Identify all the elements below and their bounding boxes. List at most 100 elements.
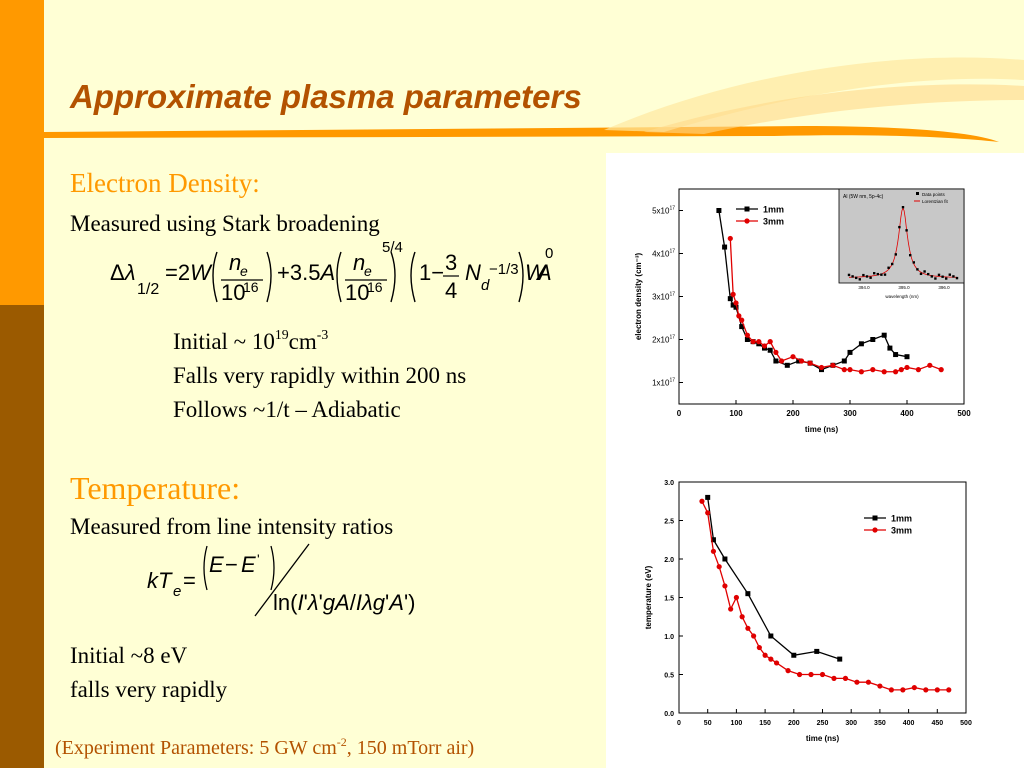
inset-data-point xyxy=(941,275,944,278)
inset-data-point xyxy=(869,276,872,279)
series-line-1mm xyxy=(707,497,840,660)
inset-frame xyxy=(838,188,965,284)
inset-data-point xyxy=(855,276,858,280)
svg-text:E: E xyxy=(209,552,224,577)
data-point-1mm xyxy=(744,337,750,342)
x-tick-label: 400 xyxy=(900,409,914,418)
x-tick-label: 200 xyxy=(786,409,800,418)
data-point-3mm xyxy=(808,671,814,678)
inset-legend-marker xyxy=(916,192,919,195)
svg-text:4: 4 xyxy=(445,278,457,303)
legend-marker-1mm xyxy=(744,206,750,212)
data-point-1mm xyxy=(739,324,745,330)
electron-density-chart: 0 100 200 300 400 500 1x1017 2x1017 3x1017 4x1017… xyxy=(634,188,971,434)
legend-label-3mm: 3mm xyxy=(891,526,912,536)
data-point-3mm xyxy=(761,343,768,349)
x-axis-label: time (ns) xyxy=(805,425,839,434)
y-axis-label: temperature (eV) xyxy=(644,565,653,629)
density-decay-note: Falls very rapidly within 200 ns xyxy=(173,363,467,388)
data-point-3mm xyxy=(915,367,921,373)
y-tick-label: 2.5 xyxy=(664,519,674,526)
svg-text:−: − xyxy=(225,552,238,577)
x-tick-label: 0 xyxy=(677,720,681,727)
data-point-3mm xyxy=(762,652,768,658)
data-point-3mm xyxy=(904,364,910,371)
data-point-3mm xyxy=(807,360,813,366)
data-point-3mm xyxy=(847,367,853,373)
x-tick-label: 500 xyxy=(960,720,972,727)
svg-text:n: n xyxy=(353,250,365,275)
y-tick-label: 2.0 xyxy=(664,557,674,564)
x-tick-label: 200 xyxy=(788,720,800,727)
x-tick-label: 0 xyxy=(677,409,682,418)
data-point-1mm xyxy=(791,652,797,658)
inset-data-point xyxy=(934,277,937,280)
data-point-3mm xyxy=(923,687,929,693)
data-point-3mm xyxy=(728,606,734,612)
svg-text:3: 3 xyxy=(445,250,457,275)
inset-data-point xyxy=(873,272,876,275)
inset-x-tick: 394.0 xyxy=(858,285,870,290)
data-point-1mm xyxy=(733,304,739,310)
data-point-3mm xyxy=(779,358,785,364)
temperature-decay-note: falls very rapidly xyxy=(70,677,228,702)
y-tick-label: 3x1017 xyxy=(652,292,675,302)
data-point-3mm xyxy=(900,687,906,693)
inset-data-point xyxy=(905,229,908,232)
data-point-3mm xyxy=(705,510,711,516)
inset-data-point xyxy=(955,276,959,280)
data-point-1mm xyxy=(881,332,887,338)
data-point-3mm xyxy=(736,313,742,319)
svg-text:W: W xyxy=(525,260,548,285)
data-point-3mm xyxy=(710,548,717,554)
inset-data-point xyxy=(912,261,915,264)
inset-data-point xyxy=(862,273,865,277)
x-tick-label: 400 xyxy=(903,720,915,727)
data-point-3mm xyxy=(818,364,825,371)
y-tick-label: 2x1017 xyxy=(652,335,675,345)
data-point-1mm xyxy=(814,648,820,654)
legend-label-3mm: 3mm xyxy=(763,217,784,227)
svg-text:d: d xyxy=(481,277,490,294)
data-point-1mm xyxy=(847,349,853,355)
data-point-1mm xyxy=(773,358,779,364)
data-point-3mm xyxy=(819,671,826,678)
data-point-1mm xyxy=(796,358,802,364)
data-point-3mm xyxy=(796,671,803,678)
inset-data-point xyxy=(883,273,887,276)
inset-data-point xyxy=(901,206,905,209)
experiment-parameters: (Experiment Parameters: 5 GW cm-2, 150 m… xyxy=(55,735,475,759)
x-tick-label: 500 xyxy=(957,409,971,418)
svg-text:e: e xyxy=(240,263,248,279)
data-point-3mm xyxy=(785,668,791,674)
data-point-1mm xyxy=(710,537,716,543)
data-point-3mm xyxy=(934,687,940,693)
data-point-3mm xyxy=(716,564,722,570)
inset-data-point xyxy=(898,225,901,229)
y-tick-label: 5x1017 xyxy=(652,206,675,216)
inset-data-point xyxy=(909,254,912,257)
svg-text:=: = xyxy=(183,568,196,593)
y-tick-label: 1x1017 xyxy=(652,378,675,388)
y-tick-label: 3.0 xyxy=(664,480,674,487)
data-point-1mm xyxy=(745,591,751,597)
inset-data-point xyxy=(858,278,861,281)
density-adiabatic-note: Follows ~1/t – Adiabatic xyxy=(173,397,401,422)
svg-text:−1/3: −1/3 xyxy=(489,261,519,278)
svg-text:16: 16 xyxy=(243,279,259,295)
inset-data-point xyxy=(948,273,951,276)
accent-bar-top xyxy=(0,0,44,305)
y-tick-label: 1.0 xyxy=(664,634,674,641)
legend-marker-1mm xyxy=(872,515,878,521)
data-point-3mm xyxy=(739,317,745,323)
inset-data-point xyxy=(847,273,851,277)
x-tick-label: 100 xyxy=(729,409,743,418)
inset-spectrum: Al (5W nm, 5p-4c) Data points Lorentzian f… xyxy=(838,188,965,299)
inset-data-point xyxy=(887,266,890,269)
x-tick-label: 300 xyxy=(843,409,857,418)
svg-text:Δλ: Δλ xyxy=(110,260,136,285)
inset-title: Al (5W nm, 5p-4c) xyxy=(843,194,884,200)
data-point-3mm xyxy=(730,291,736,297)
svg-text:10: 10 xyxy=(345,280,369,305)
data-point-3mm xyxy=(750,339,756,345)
